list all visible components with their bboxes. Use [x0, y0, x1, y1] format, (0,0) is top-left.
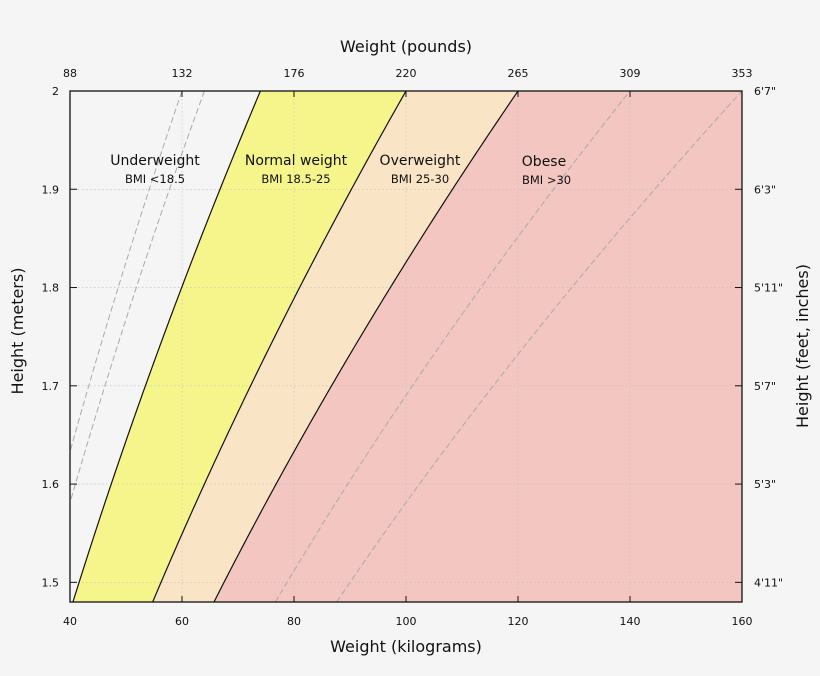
- x2-tick-label: 132: [172, 67, 193, 80]
- x2-tick-label: 353: [732, 67, 753, 80]
- x2-tick-label: 88: [63, 67, 77, 80]
- y2-tick-label: 5'3": [754, 478, 776, 491]
- x-tick-label: 120: [508, 615, 529, 628]
- x2-tick-label: 309: [620, 67, 641, 80]
- bmi-dashed-line: [336, 90, 743, 603]
- region-normal-weight: [72, 91, 406, 602]
- x-tick-label: 80: [287, 615, 301, 628]
- y2-tick-label: 6'3": [754, 183, 776, 196]
- x-tick-label: 100: [396, 615, 417, 628]
- region-bmi-label: BMI 18.5-25: [261, 172, 330, 186]
- y-tick-label: 2: [52, 85, 59, 98]
- region-underweight: [70, 91, 261, 602]
- region-obese: [213, 91, 743, 602]
- y-tick-label: 1.8: [42, 282, 60, 295]
- bmi-dashed-line: [70, 90, 205, 499]
- y2-axis-title: Height (feet, inches): [793, 264, 812, 428]
- y2-tick-label: 5'7": [754, 380, 776, 393]
- x-tick-label: 60: [175, 615, 189, 628]
- bmi-boundary-line: [213, 90, 519, 603]
- region-name-label: Obese: [522, 154, 566, 170]
- y2-tick-label: 5'11": [754, 282, 783, 295]
- bmi-boundary-line: [152, 90, 407, 603]
- x2-tick-label: 220: [396, 67, 417, 80]
- y-axis-title: Height (meters): [8, 268, 27, 395]
- region-name-label: Underweight: [110, 153, 200, 169]
- region-overweight: [152, 91, 518, 602]
- y-tick-label: 1.5: [42, 576, 60, 589]
- x2-tick-label: 176: [284, 67, 305, 80]
- x-tick-label: 40: [63, 615, 77, 628]
- region-name-label: Overweight: [380, 153, 461, 169]
- region-bmi-label: BMI 25-30: [391, 172, 449, 186]
- x2-tick-label: 265: [508, 67, 529, 80]
- x-tick-label: 140: [620, 615, 641, 628]
- y-tick-label: 1.9: [42, 183, 60, 196]
- bmi-dashed-line: [274, 90, 631, 603]
- y2-tick-label: 4'11": [754, 576, 783, 589]
- region-bmi-label: BMI >30: [522, 173, 571, 187]
- x-tick-label: 160: [732, 615, 753, 628]
- x2-axis-title: Weight (pounds): [340, 37, 472, 56]
- y2-tick-label: 6'7": [754, 85, 776, 98]
- region-bmi-label: BMI <18.5: [125, 172, 185, 186]
- x-axis-title: Weight (kilograms): [330, 637, 482, 656]
- region-name-label: Normal weight: [245, 153, 348, 169]
- y-tick-label: 1.7: [42, 380, 60, 393]
- bmi-boundary-line: [72, 90, 261, 603]
- y-tick-label: 1.6: [42, 478, 60, 491]
